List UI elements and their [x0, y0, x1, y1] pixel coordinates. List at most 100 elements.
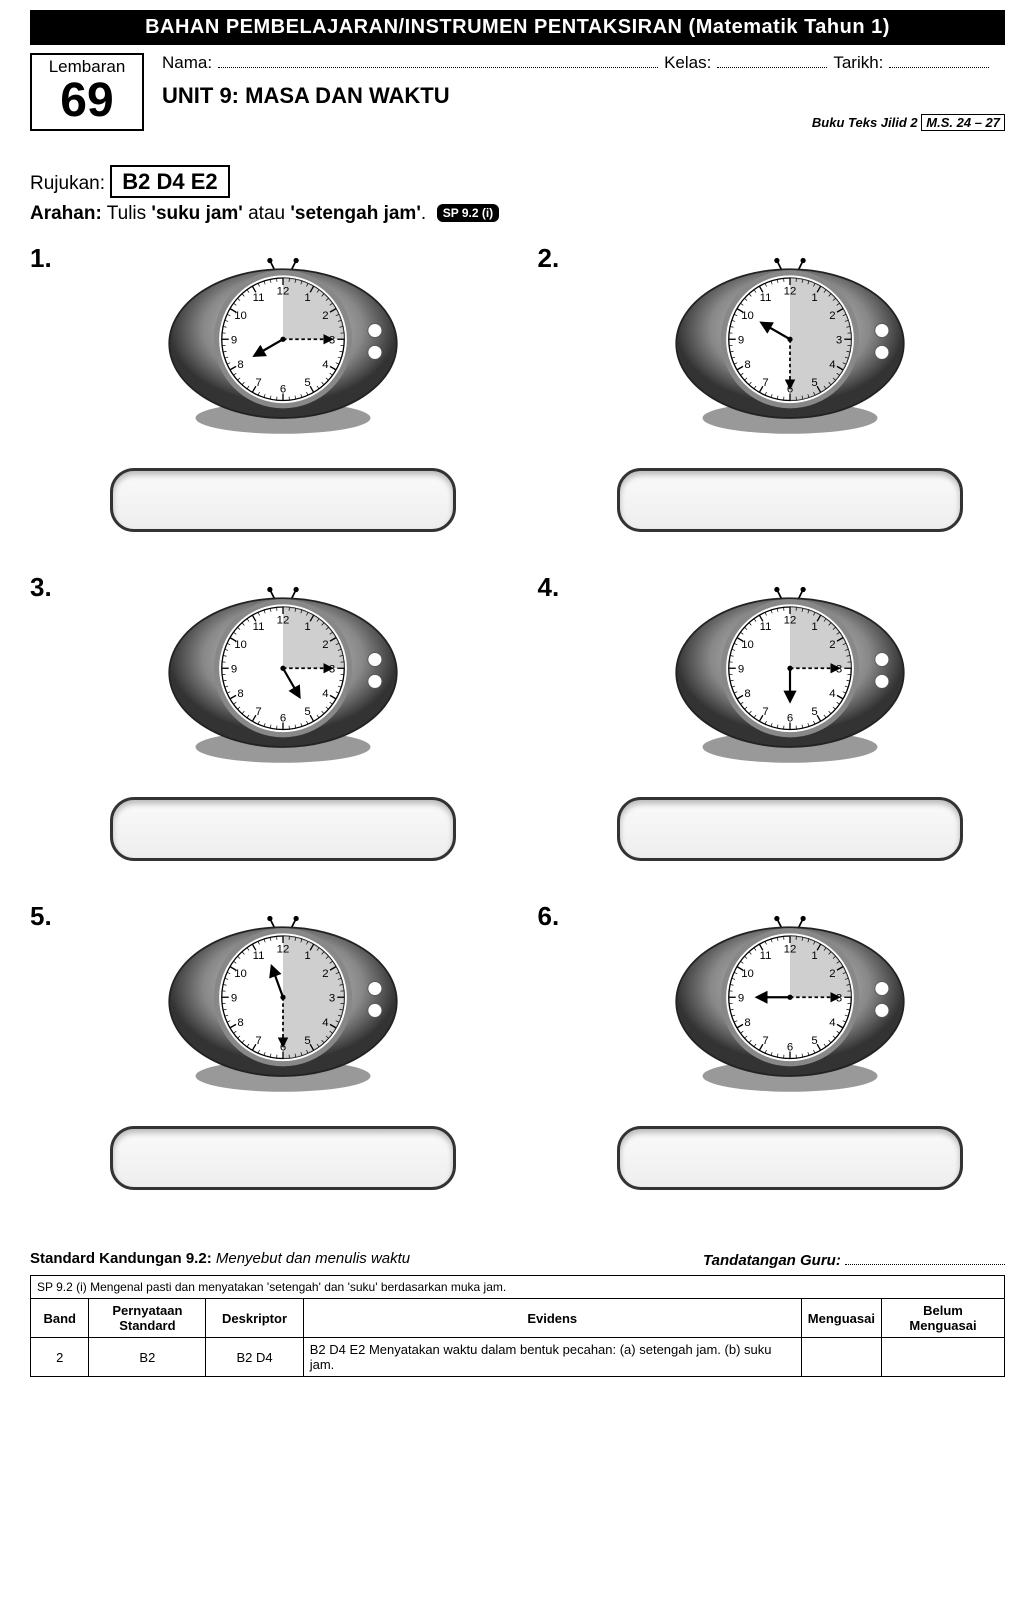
- answer-input[interactable]: [617, 468, 963, 532]
- rujukan-label: Rujukan:: [30, 173, 105, 194]
- table-cell-empty[interactable]: [881, 1338, 1004, 1377]
- svg-text:12: 12: [784, 944, 797, 956]
- svg-text:3: 3: [329, 335, 335, 347]
- svg-text:4: 4: [830, 1017, 836, 1029]
- svg-text:2: 2: [322, 310, 328, 322]
- lembaran-number: 69: [32, 77, 142, 129]
- clock-item: 3. 121234567891011: [30, 572, 498, 861]
- arahan-line: Arahan: Tulis 'suku jam' atau 'setengah …: [30, 203, 1005, 225]
- table-cell-empty[interactable]: [801, 1338, 881, 1377]
- clock-item: 5. 121234567891011: [30, 901, 498, 1190]
- banner-title: BAHAN PEMBELAJARAN/INSTRUMEN PENTAKSIRAN…: [30, 10, 1005, 45]
- svg-text:7: 7: [763, 1035, 769, 1047]
- kelas-label: Kelas:: [664, 53, 711, 73]
- lembaran-box: Lembaran 69: [30, 53, 144, 131]
- svg-text:5: 5: [812, 706, 818, 718]
- svg-text:10: 10: [234, 639, 247, 651]
- fields-line: Nama: Kelas: Tarikh:: [162, 53, 1005, 73]
- sp-line: SP 9.2 (i) Mengenal pasti dan menyatakan…: [31, 1276, 1005, 1299]
- item-number: 2.: [538, 243, 568, 532]
- svg-text:10: 10: [234, 968, 247, 980]
- sign-label: Tandatangan Guru:: [703, 1252, 841, 1269]
- svg-text:10: 10: [234, 310, 247, 322]
- svg-text:3: 3: [329, 993, 335, 1005]
- arahan-label: Arahan:: [30, 203, 102, 224]
- svg-text:12: 12: [276, 944, 289, 956]
- rujukan-code: B2 D4 E2: [110, 165, 229, 198]
- answer-input[interactable]: [110, 468, 456, 532]
- svg-text:7: 7: [255, 706, 261, 718]
- svg-text:1: 1: [304, 950, 310, 962]
- table-header: Belum Menguasai: [881, 1299, 1004, 1338]
- arahan-q1: 'suku jam': [151, 203, 242, 224]
- svg-text:8: 8: [237, 1017, 243, 1029]
- footer-table: SP 9.2 (i) Mengenal pasti dan menyatakan…: [30, 1275, 1005, 1377]
- nama-label: Nama:: [162, 53, 212, 73]
- svg-text:8: 8: [237, 688, 243, 700]
- answer-input[interactable]: [617, 797, 963, 861]
- svg-text:12: 12: [784, 286, 797, 298]
- table-header: Menguasai: [801, 1299, 881, 1338]
- table-cell: 2: [31, 1338, 89, 1377]
- svg-text:8: 8: [745, 1017, 751, 1029]
- book-ref-prefix: Buku Teks Jilid 2: [812, 115, 918, 130]
- svg-text:10: 10: [741, 639, 754, 651]
- svg-text:8: 8: [237, 359, 243, 371]
- table-header: Deskriptor: [206, 1299, 303, 1338]
- item-number: 5.: [30, 901, 60, 1190]
- svg-text:5: 5: [304, 377, 310, 389]
- svg-text:4: 4: [830, 359, 836, 371]
- svg-text:5: 5: [304, 1035, 310, 1047]
- svg-text:12: 12: [784, 615, 797, 627]
- table-header: Band: [31, 1299, 89, 1338]
- svg-text:2: 2: [830, 639, 836, 651]
- clock-item: 4. 121234567891011: [538, 572, 1006, 861]
- svg-text:9: 9: [738, 664, 744, 676]
- sign-input[interactable]: [845, 1250, 1005, 1265]
- clock-icon: 121234567891011: [576, 901, 1006, 1116]
- svg-text:9: 9: [738, 993, 744, 1005]
- clock-icon: 121234567891011: [576, 243, 1006, 458]
- footer-section: Standard Kandungan 9.2: Menyebut dan men…: [30, 1250, 1005, 1377]
- svg-text:7: 7: [255, 1035, 261, 1047]
- answer-input[interactable]: [110, 797, 456, 861]
- sp-chip: SP 9.2 (i): [437, 204, 499, 222]
- svg-text:1: 1: [812, 950, 818, 962]
- svg-text:9: 9: [231, 664, 237, 676]
- svg-text:11: 11: [252, 621, 264, 633]
- item-number: 6.: [538, 901, 568, 1190]
- svg-text:7: 7: [763, 706, 769, 718]
- nama-input[interactable]: [218, 53, 658, 68]
- svg-text:1: 1: [812, 621, 818, 633]
- book-ref-ms: M.S. 24 – 27: [921, 114, 1005, 131]
- arahan-mid: atau: [243, 203, 291, 224]
- svg-text:11: 11: [760, 621, 772, 633]
- tarikh-input[interactable]: [889, 53, 989, 68]
- std-label: Standard Kandungan 9.2:: [30, 1250, 212, 1267]
- tarikh-label: Tarikh:: [833, 53, 883, 73]
- answer-input[interactable]: [617, 1126, 963, 1190]
- unit-title: UNIT 9: MASA DAN WAKTU: [162, 83, 1005, 109]
- svg-text:2: 2: [322, 968, 328, 980]
- svg-text:7: 7: [763, 377, 769, 389]
- svg-text:6: 6: [787, 713, 793, 725]
- answer-input[interactable]: [110, 1126, 456, 1190]
- svg-text:6: 6: [787, 1042, 793, 1054]
- svg-text:5: 5: [304, 706, 310, 718]
- clock-item: 6. 121234567891011: [538, 901, 1006, 1190]
- svg-text:4: 4: [322, 359, 328, 371]
- svg-text:9: 9: [231, 993, 237, 1005]
- table-cell: B2 D4 E2 Menyatakan waktu dalam bentuk p…: [303, 1338, 801, 1377]
- svg-text:9: 9: [231, 335, 237, 347]
- svg-text:4: 4: [830, 688, 836, 700]
- arahan-q2: 'setengah jam': [290, 203, 420, 224]
- rujukan-line: Rujukan: B2 D4 E2: [30, 169, 1005, 195]
- svg-text:3: 3: [836, 335, 842, 347]
- kelas-input[interactable]: [717, 53, 827, 68]
- clock-icon: 121234567891011: [576, 572, 1006, 787]
- header-section: Lembaran 69 Nama: Kelas: Tarikh: UNIT 9:…: [30, 53, 1005, 131]
- svg-text:11: 11: [760, 950, 772, 962]
- svg-text:1: 1: [304, 621, 310, 633]
- svg-text:2: 2: [830, 968, 836, 980]
- item-number: 3.: [30, 572, 60, 861]
